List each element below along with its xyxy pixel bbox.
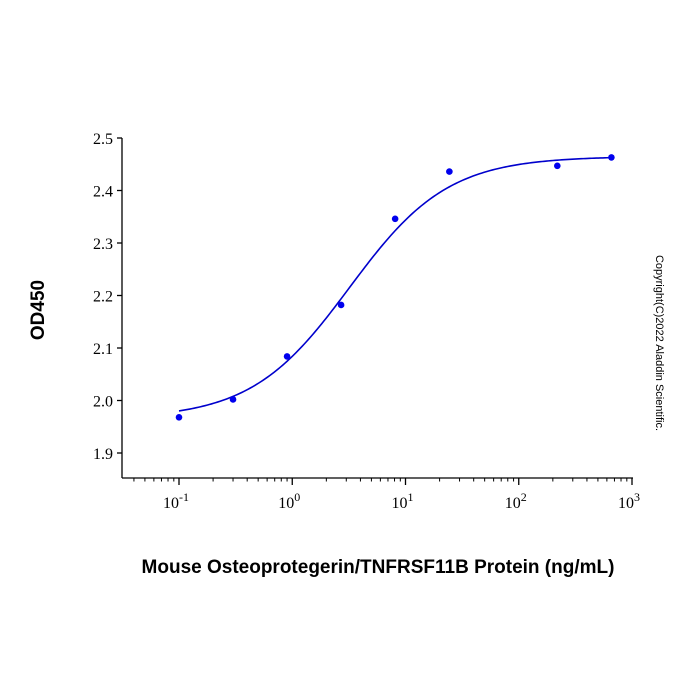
fit-curve bbox=[178, 156, 612, 412]
fit-curve-layer bbox=[178, 156, 612, 412]
x-tick-label: 10-1 bbox=[163, 490, 189, 512]
data-point bbox=[283, 353, 291, 360]
copyright-watermark: Copyright(C)2022 Aladdin Scientific. bbox=[653, 255, 665, 431]
data-point bbox=[446, 168, 453, 175]
data-point bbox=[391, 215, 399, 223]
y-axis: 1.9 2.0 2.1 2.2 2.3 2.4 2.5 bbox=[93, 131, 123, 478]
y-tick-label: 2.1 bbox=[93, 341, 113, 358]
data-point bbox=[175, 414, 183, 421]
y-tick-label: 2.3 bbox=[93, 236, 113, 253]
x-tick-label: 103 bbox=[618, 490, 640, 512]
y-tick-label: 2.0 bbox=[93, 394, 113, 411]
y-tick-label: 1.9 bbox=[93, 446, 113, 463]
x-tick-label: 102 bbox=[505, 490, 527, 512]
x-axis-title: Mouse Osteoprotegerin/TNFRSF11B Protein … bbox=[142, 557, 615, 578]
x-tick-label: 101 bbox=[392, 490, 414, 512]
y-tick-label: 2.5 bbox=[93, 131, 113, 148]
data-point bbox=[608, 154, 615, 161]
x-tick-label: 100 bbox=[278, 490, 300, 512]
x-axis: 10-1 100 101 102 103 bbox=[122, 477, 640, 512]
y-tick-label: 2.4 bbox=[93, 184, 113, 201]
data-point bbox=[554, 162, 561, 170]
data-point bbox=[337, 301, 345, 309]
data-point bbox=[229, 396, 237, 403]
y-tick-label: 2.2 bbox=[93, 289, 113, 306]
y-axis-title: OD450 bbox=[28, 280, 49, 340]
data-points-layer bbox=[175, 154, 615, 421]
